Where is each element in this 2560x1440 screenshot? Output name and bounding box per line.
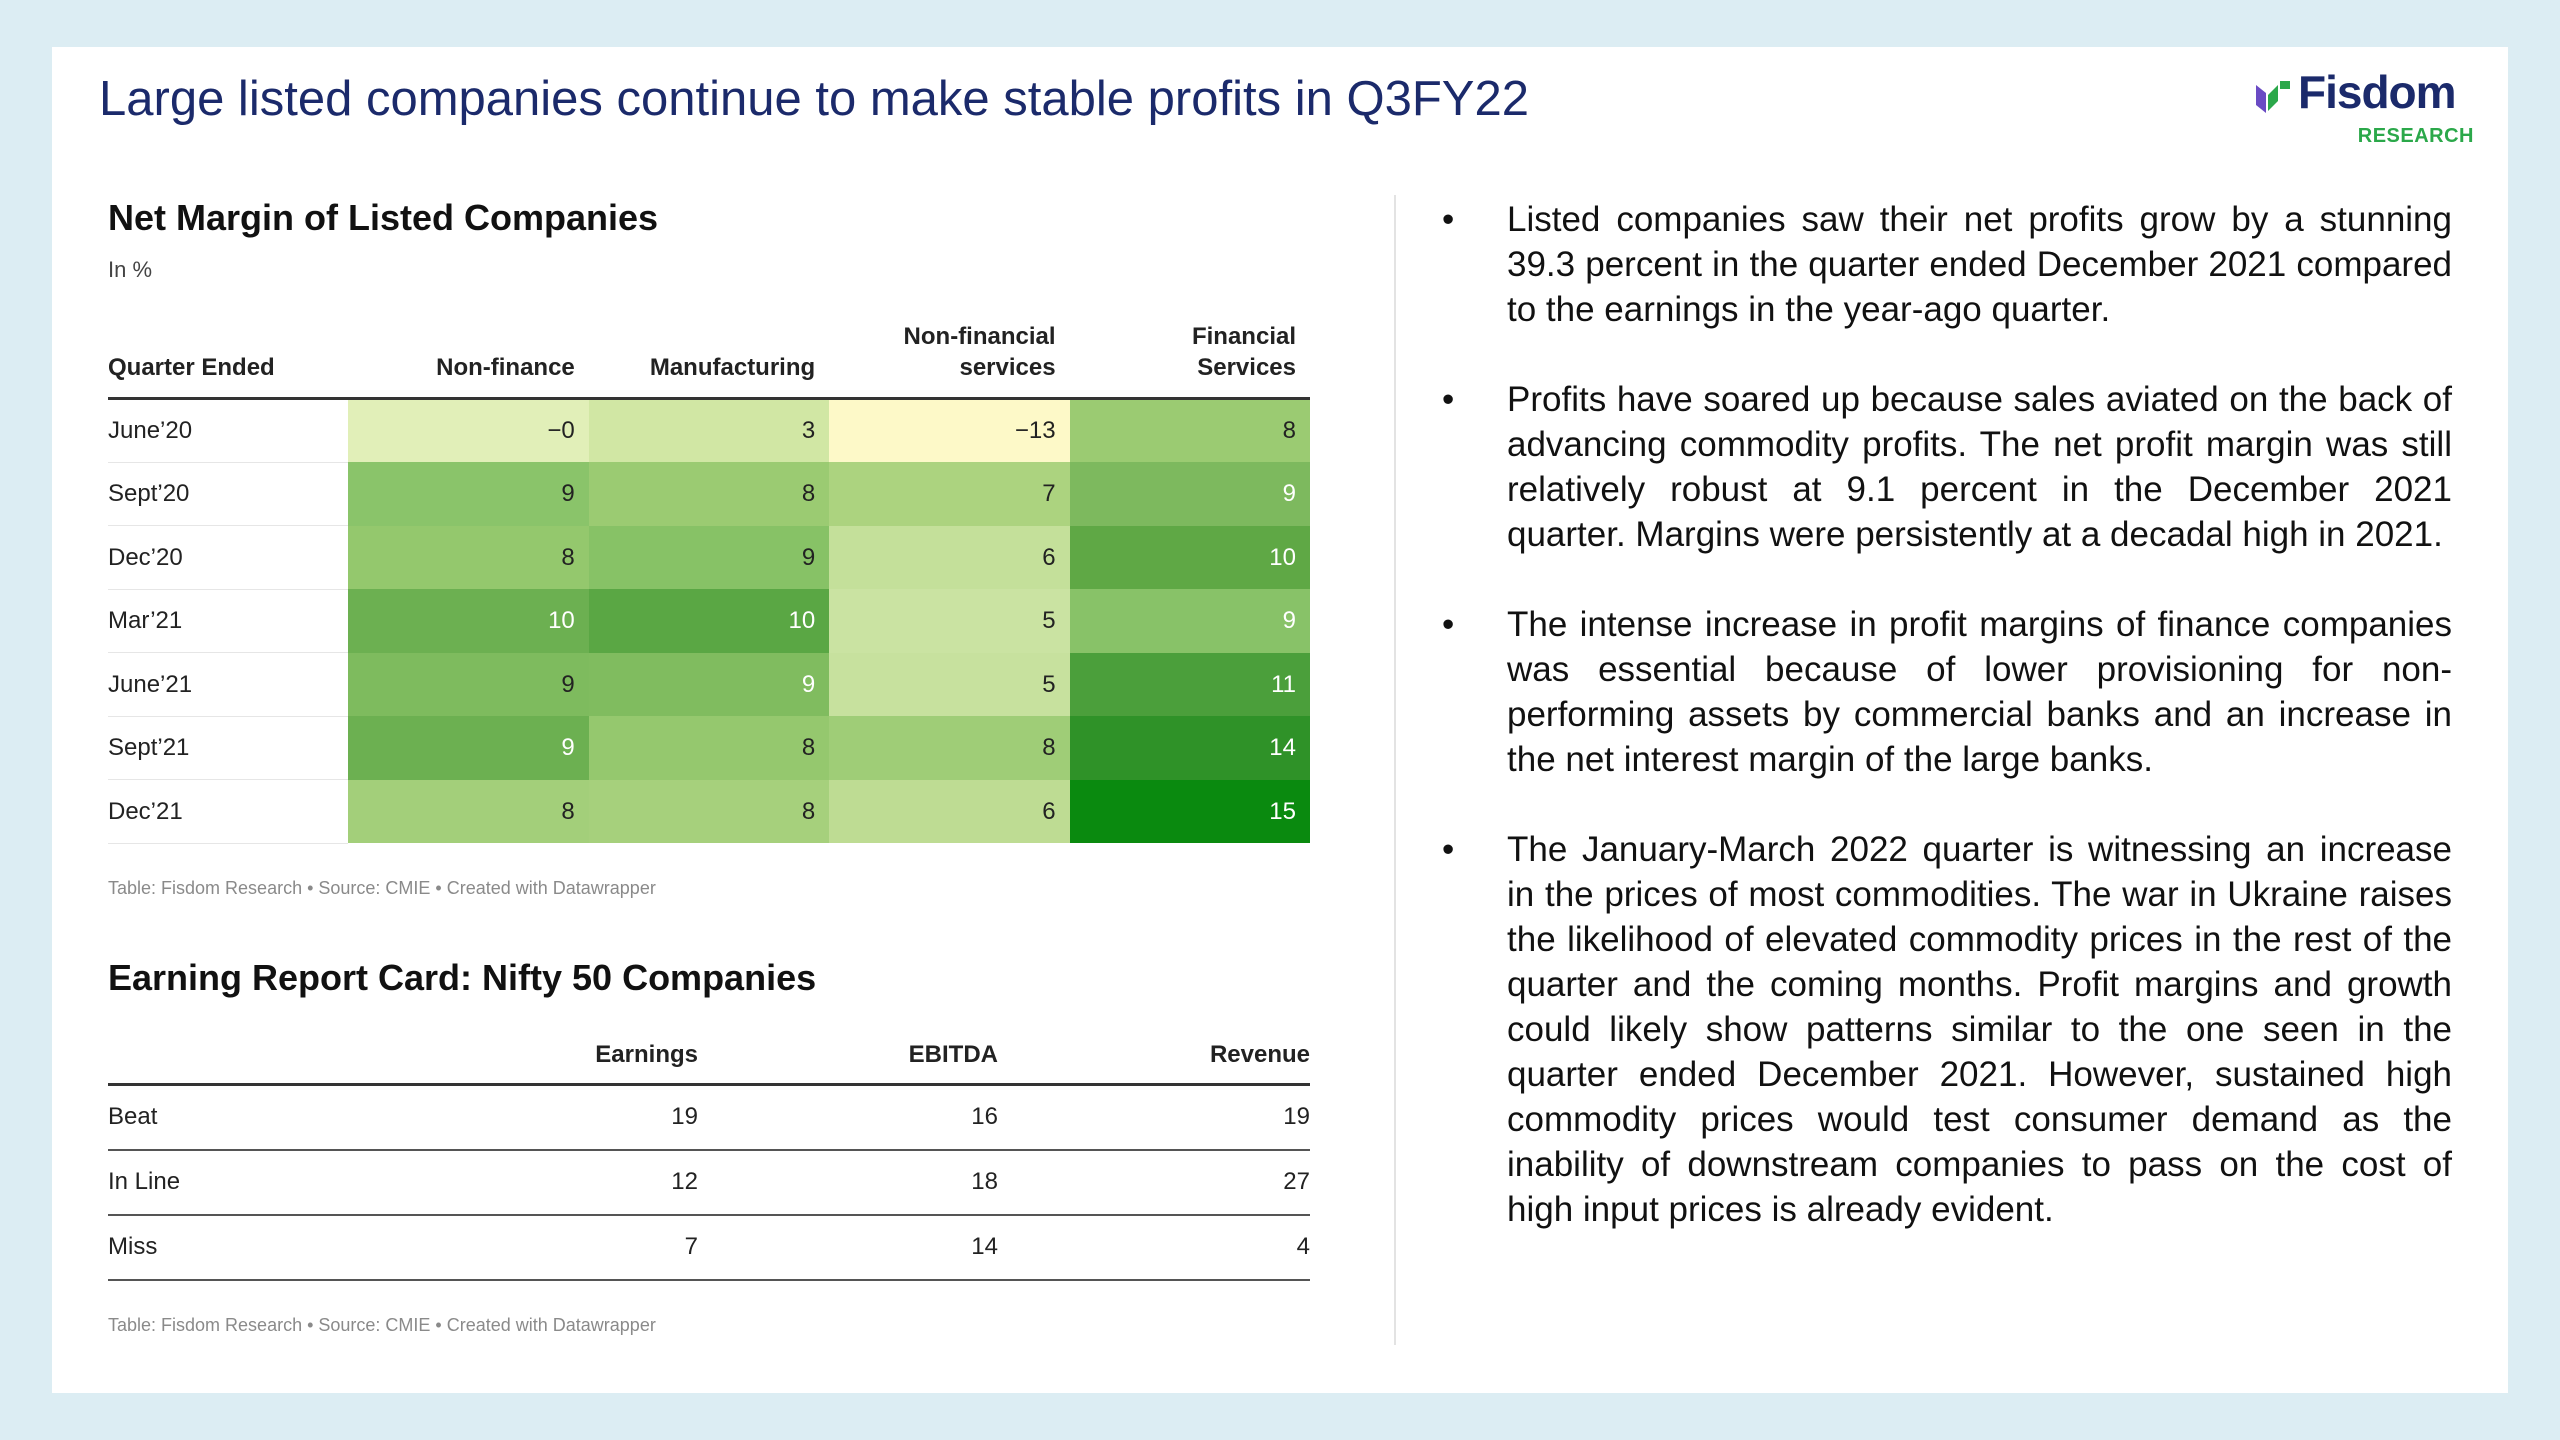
net-margin-footer: Table: Fisdom Research • Source: CMIE • … xyxy=(108,877,656,898)
row-label: Dec’20 xyxy=(108,525,349,590)
table-cell: 9 xyxy=(1069,589,1310,653)
row-label: Dec’21 xyxy=(108,779,349,844)
table-cell: 8 xyxy=(348,525,589,590)
col-header-non-finance: Non-finance xyxy=(348,321,589,401)
bullet-text: Listed companies saw their net profits g… xyxy=(1507,200,2452,329)
logo-subtitle: RESEARCH xyxy=(2357,125,2474,147)
table-cell: 15 xyxy=(1069,779,1310,844)
bullet-item: • The January-March 2022 quarter is witne… xyxy=(1442,827,2452,1232)
table-row: Miss 7 14 4 xyxy=(108,1214,1310,1281)
bullet-dot-icon: • xyxy=(1442,605,1455,644)
net-margin-table: Quarter Ended Non-finance Manufacturing … xyxy=(108,321,1310,844)
table-cell: 10 xyxy=(588,589,830,653)
table-cell: 9 xyxy=(1069,462,1310,526)
col-header-blank xyxy=(108,1041,398,1086)
report-card-section: Earning Report Card: Nifty 50 Companies … xyxy=(108,957,1310,1336)
table-row: In Line 12 18 27 xyxy=(108,1149,1310,1216)
table-header-row: Quarter Ended Non-finance Manufacturing … xyxy=(108,321,1310,401)
table-cell: 10 xyxy=(348,589,589,653)
table-row: Mar’21 10 10 5 9 xyxy=(108,589,1310,654)
table-row: Dec’20 8 9 6 10 xyxy=(108,525,1310,590)
bullet-item: • Listed companies saw their net profits … xyxy=(1442,197,2452,332)
report-card-footer: Table: Fisdom Research • Source: CMIE • … xyxy=(108,1314,656,1335)
table-cell: 6 xyxy=(829,525,1070,590)
bullet-dot-icon: • xyxy=(1442,830,1455,869)
table-row: Dec’21 8 8 6 15 xyxy=(108,779,1310,844)
row-label: Sept’20 xyxy=(108,462,349,527)
table-cell: 9 xyxy=(588,525,830,590)
table-cell: 8 xyxy=(588,779,830,844)
table-cell: 14 xyxy=(1069,716,1310,780)
bullet-text: The intense increase in profit margins o… xyxy=(1507,605,2452,779)
table-cell: 7 xyxy=(398,1214,698,1281)
row-label: Sept’21 xyxy=(108,716,349,781)
table-cell: 3 xyxy=(588,398,830,463)
table-cell: 4 xyxy=(998,1214,1310,1281)
bullet-text: The January-March 2022 quarter is witnes… xyxy=(1507,830,2452,1229)
table-cell: 5 xyxy=(829,652,1070,717)
col-header-quarter: Quarter Ended xyxy=(108,321,349,401)
table-row: June’21 9 9 5 11 xyxy=(108,652,1310,717)
table-cell: 9 xyxy=(348,716,589,780)
report-card-title: Earning Report Card: Nifty 50 Companies xyxy=(108,957,817,998)
table-header-row: Earnings EBITDA Revenue xyxy=(108,1041,1310,1086)
row-label: June’20 xyxy=(108,398,349,463)
table-cell: 19 xyxy=(998,1084,1310,1151)
table-cell: 5 xyxy=(829,589,1070,653)
table-cell: 14 xyxy=(698,1214,998,1281)
bullet-text: Profits have soared up because sales avi… xyxy=(1507,380,2452,554)
row-label: June’21 xyxy=(108,652,349,717)
table-cell: 27 xyxy=(998,1149,1310,1216)
bullet-dot-icon: • xyxy=(1442,200,1455,239)
table-cell: 8 xyxy=(348,779,589,844)
col-header-non-financial-services: Non-financial services xyxy=(829,321,1070,401)
table-row: Sept’20 9 8 7 9 xyxy=(108,462,1310,527)
table-cell: 6 xyxy=(829,779,1070,844)
bullet-dot-icon: • xyxy=(1442,380,1455,419)
commentary-bullets: • Listed companies saw their net profits … xyxy=(1442,197,2452,1277)
table-cell: −0 xyxy=(348,398,589,463)
row-label: In Line xyxy=(108,1149,398,1216)
table-cell: 7 xyxy=(829,462,1070,526)
table-cell: 8 xyxy=(829,716,1070,780)
table-cell: 8 xyxy=(1069,398,1310,463)
row-label: Beat xyxy=(108,1084,398,1151)
table-cell: 9 xyxy=(588,652,830,717)
table-cell: 9 xyxy=(348,652,589,717)
table-cell: −13 xyxy=(829,398,1070,463)
fisdom-mark-icon xyxy=(2256,81,2290,113)
col-header-ebitda: EBITDA xyxy=(698,1041,998,1086)
report-card-table: Earnings EBITDA Revenue Beat 19 16 19 In… xyxy=(108,1041,1310,1281)
logo-text: Fisdom xyxy=(2298,66,2457,118)
table-cell: 10 xyxy=(1069,525,1310,590)
table-cell: 16 xyxy=(698,1084,998,1151)
col-header-manufacturing: Manufacturing xyxy=(588,321,830,401)
col-header-financial-services: Financial Services xyxy=(1069,321,1310,401)
fisdom-logo: Fisdom RESEARCH xyxy=(2254,65,2474,147)
slide: Large listed companies continue to make … xyxy=(52,47,2508,1393)
table-row: June’20 −0 3 −13 8 xyxy=(108,398,1310,463)
col-header-earnings: Earnings xyxy=(398,1041,698,1086)
row-label: Mar’21 xyxy=(108,589,349,654)
net-margin-section: Net Margin of Listed Companies In % Quar… xyxy=(108,197,1310,899)
bullet-item: • The intense increase in profit margins … xyxy=(1442,602,2452,782)
column-divider xyxy=(1394,195,1396,1345)
table-cell: 8 xyxy=(588,462,830,526)
table-cell: 8 xyxy=(588,716,830,780)
table-cell: 19 xyxy=(398,1084,698,1151)
col-header-revenue: Revenue xyxy=(998,1041,1310,1086)
table-cell: 11 xyxy=(1069,652,1310,717)
bullet-item: • Profits have soared up because sales av… xyxy=(1442,377,2452,557)
slide-title: Large listed companies continue to make … xyxy=(99,72,1529,126)
net-margin-subtitle: In % xyxy=(108,257,153,282)
table-row: Beat 19 16 19 xyxy=(108,1084,1310,1151)
row-label: Miss xyxy=(108,1214,398,1281)
table-row: Sept’21 9 8 8 14 xyxy=(108,716,1310,781)
net-margin-title: Net Margin of Listed Companies xyxy=(108,197,659,238)
table-cell: 9 xyxy=(348,462,589,526)
table-cell: 12 xyxy=(398,1149,698,1216)
table-cell: 18 xyxy=(698,1149,998,1216)
